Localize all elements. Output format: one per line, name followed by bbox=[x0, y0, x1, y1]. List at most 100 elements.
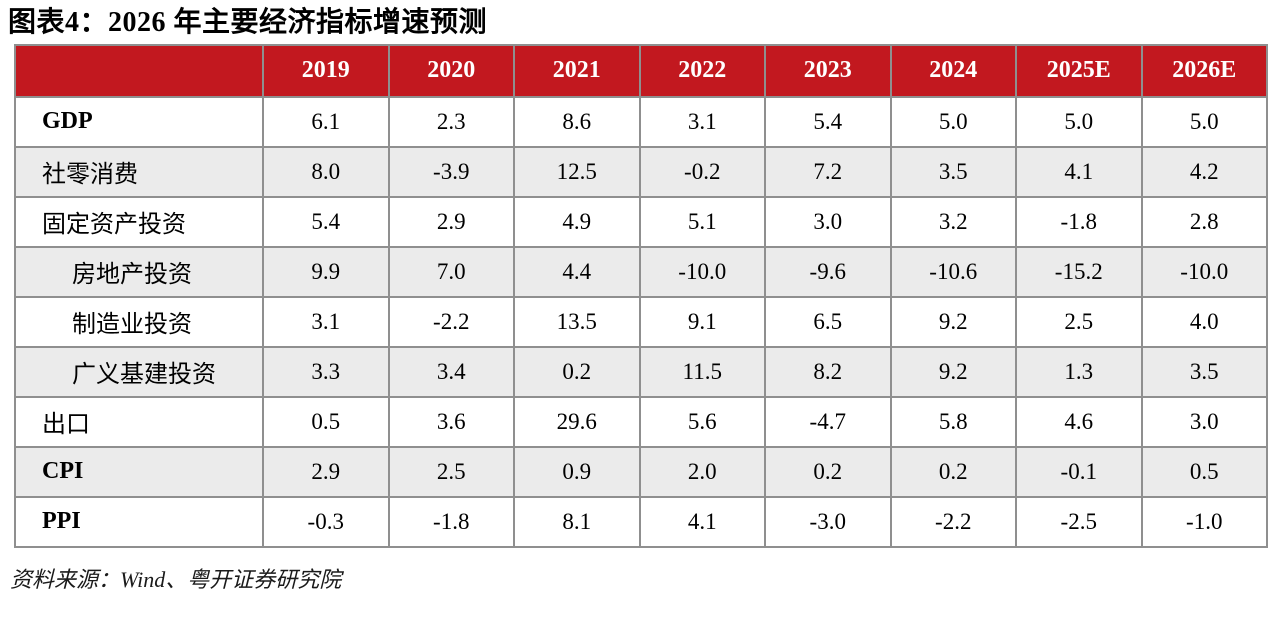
value-cell: 8.0 bbox=[262, 145, 390, 198]
value-cell: 3.4 bbox=[387, 345, 515, 398]
value-cell: 7.0 bbox=[387, 245, 515, 298]
value-cell: -10.6 bbox=[889, 245, 1017, 298]
header-row: 2019 2020 2021 2022 2023 2024 2025E 2026E bbox=[14, 43, 1268, 98]
table-row: PPI -0.3 -1.8 8.1 4.1 -3.0 -2.2 -2.5 -1.0 bbox=[14, 495, 1268, 548]
value-cell: 0.2 bbox=[764, 445, 892, 498]
row-label-cell: 制造业投资 bbox=[14, 295, 264, 348]
value-cell: 6.5 bbox=[764, 295, 892, 348]
value-cell: -2.2 bbox=[889, 495, 1017, 548]
indicators-table: 2019 2020 2021 2022 2023 2024 2025E 2026E GDP 6.… bbox=[14, 43, 1268, 548]
row-label-cell: 固定资产投资 bbox=[14, 195, 264, 248]
year-header-cell: 2020 bbox=[387, 43, 515, 98]
value-cell: -15.2 bbox=[1015, 245, 1143, 298]
source-note: 资料来源：Wind、粤开证券研究院 bbox=[10, 566, 342, 592]
value-cell: 5.1 bbox=[638, 195, 766, 248]
value-cell: 1.3 bbox=[1015, 345, 1143, 398]
year-header-cell: 2019 bbox=[262, 43, 390, 98]
table-row: 制造业投资 3.1 -2.2 13.5 9.1 6.5 9.2 2.5 4.0 bbox=[14, 295, 1268, 348]
value-cell: 4.1 bbox=[1015, 145, 1143, 198]
value-cell: 11.5 bbox=[638, 345, 766, 398]
value-cell: 4.9 bbox=[513, 195, 641, 248]
value-cell: -3.0 bbox=[764, 495, 892, 548]
value-cell: 5.8 bbox=[889, 395, 1017, 448]
row-label-cell: 出口 bbox=[14, 395, 264, 448]
value-cell: 6.1 bbox=[262, 95, 390, 148]
value-cell: 9.9 bbox=[262, 245, 390, 298]
value-cell: -1.8 bbox=[387, 495, 515, 548]
value-cell: 2.8 bbox=[1140, 195, 1268, 248]
value-cell: 2.0 bbox=[638, 445, 766, 498]
value-cell: 5.0 bbox=[889, 95, 1017, 148]
value-cell: 0.2 bbox=[513, 345, 641, 398]
value-cell: 4.6 bbox=[1015, 395, 1143, 448]
figure-title: 图表4：2026 年主要经济指标增速预测 bbox=[8, 7, 488, 38]
value-cell: 7.2 bbox=[764, 145, 892, 198]
value-cell: 2.9 bbox=[262, 445, 390, 498]
table-row: CPI 2.9 2.5 0.9 2.0 0.2 0.2 -0.1 0.5 bbox=[14, 445, 1268, 498]
value-cell: 12.5 bbox=[513, 145, 641, 198]
value-cell: 5.0 bbox=[1015, 95, 1143, 148]
value-cell: -9.6 bbox=[764, 245, 892, 298]
value-cell: 2.3 bbox=[387, 95, 515, 148]
value-cell: 0.5 bbox=[262, 395, 390, 448]
value-cell: 5.0 bbox=[1140, 95, 1268, 148]
value-cell: 13.5 bbox=[513, 295, 641, 348]
corner-cell bbox=[14, 43, 264, 98]
table-header: 2019 2020 2021 2022 2023 2024 2025E 2026E bbox=[14, 43, 1268, 98]
value-cell: 5.6 bbox=[638, 395, 766, 448]
value-cell: 8.2 bbox=[764, 345, 892, 398]
value-cell: 9.2 bbox=[889, 345, 1017, 398]
row-label-cell: 社零消费 bbox=[14, 145, 264, 198]
value-cell: 3.3 bbox=[262, 345, 390, 398]
value-cell: 4.2 bbox=[1140, 145, 1268, 198]
year-header-cell: 2025E bbox=[1015, 43, 1143, 98]
year-header-cell: 2021 bbox=[513, 43, 641, 98]
value-cell: 3.0 bbox=[764, 195, 892, 248]
value-cell: 2.9 bbox=[387, 195, 515, 248]
value-cell: 8.6 bbox=[513, 95, 641, 148]
year-header-cell: 2023 bbox=[764, 43, 892, 98]
value-cell: -1.8 bbox=[1015, 195, 1143, 248]
value-cell: 0.9 bbox=[513, 445, 641, 498]
value-cell: 4.1 bbox=[638, 495, 766, 548]
value-cell: -10.0 bbox=[638, 245, 766, 298]
row-label-cell: PPI bbox=[14, 495, 264, 548]
year-header-cell: 2024 bbox=[889, 43, 1017, 98]
value-cell: 3.5 bbox=[1140, 345, 1268, 398]
value-cell: -3.9 bbox=[387, 145, 515, 198]
value-cell: 9.2 bbox=[889, 295, 1017, 348]
row-label-cell: CPI bbox=[14, 445, 264, 498]
row-label-cell: GDP bbox=[14, 95, 264, 148]
year-header-cell: 2026E bbox=[1140, 43, 1268, 98]
table-row: 广义基建投资 3.3 3.4 0.2 11.5 8.2 9.2 1.3 3.5 bbox=[14, 345, 1268, 398]
value-cell: 4.4 bbox=[513, 245, 641, 298]
value-cell: 3.1 bbox=[262, 295, 390, 348]
table-row: 社零消费 8.0 -3.9 12.5 -0.2 7.2 3.5 4.1 4.2 bbox=[14, 145, 1268, 198]
value-cell: 3.5 bbox=[889, 145, 1017, 198]
table-row: 房地产投资 9.9 7.0 4.4 -10.0 -9.6 -10.6 -15.2 -10.0 bbox=[14, 245, 1268, 298]
value-cell: -10.0 bbox=[1140, 245, 1268, 298]
value-cell: -0.3 bbox=[262, 495, 390, 548]
value-cell: 4.0 bbox=[1140, 295, 1268, 348]
value-cell: 29.6 bbox=[513, 395, 641, 448]
value-cell: 3.6 bbox=[387, 395, 515, 448]
value-cell: 2.5 bbox=[1015, 295, 1143, 348]
value-cell: 2.5 bbox=[387, 445, 515, 498]
table-row: GDP 6.1 2.3 8.6 3.1 5.4 5.0 5.0 5.0 bbox=[14, 95, 1268, 148]
value-cell: 0.5 bbox=[1140, 445, 1268, 498]
year-header-cell: 2022 bbox=[638, 43, 766, 98]
value-cell: 9.1 bbox=[638, 295, 766, 348]
value-cell: -0.1 bbox=[1015, 445, 1143, 498]
value-cell: 3.1 bbox=[638, 95, 766, 148]
value-cell: -2.2 bbox=[387, 295, 515, 348]
value-cell: -1.0 bbox=[1140, 495, 1268, 548]
value-cell: 3.0 bbox=[1140, 395, 1268, 448]
value-cell: 8.1 bbox=[513, 495, 641, 548]
row-label-cell: 房地产投资 bbox=[14, 245, 264, 298]
row-label-cell: 广义基建投资 bbox=[14, 345, 264, 398]
table-row: 出口 0.5 3.6 29.6 5.6 -4.7 5.8 4.6 3.0 bbox=[14, 395, 1268, 448]
value-cell: 3.2 bbox=[889, 195, 1017, 248]
table-body: GDP 6.1 2.3 8.6 3.1 5.4 5.0 5.0 5.0 社零消费 8.0 -3.9 12… bbox=[14, 95, 1268, 548]
value-cell: 0.2 bbox=[889, 445, 1017, 498]
